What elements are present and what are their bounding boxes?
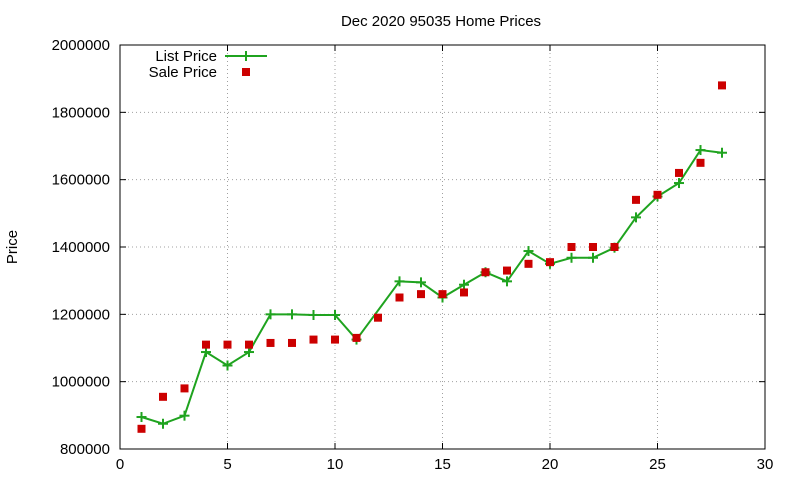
sale-price-point <box>567 243 576 251</box>
series <box>136 81 727 433</box>
legend-marker-list-price <box>241 51 251 61</box>
axes <box>119 44 766 450</box>
list-price-point <box>502 276 512 287</box>
sale-price-point <box>632 195 640 204</box>
sale-price-point <box>610 243 619 251</box>
sale-price-point <box>438 290 447 299</box>
list-price-point <box>695 145 706 156</box>
sale-price-point <box>653 190 662 199</box>
y-tick-label: 1400000 <box>52 239 110 256</box>
legend-label-list-price: List Price <box>155 48 217 65</box>
sale-price-point <box>395 293 404 302</box>
sale-price-point <box>288 338 296 347</box>
sale-price-point <box>524 259 533 268</box>
sale-price-point <box>352 333 361 342</box>
list-price-point <box>201 347 211 358</box>
y-tick-label: 1600000 <box>52 172 110 189</box>
y-tick-label: 1800000 <box>52 104 110 121</box>
sale-price-point <box>245 340 253 349</box>
list-price-point <box>674 178 684 189</box>
list-price-point <box>588 252 598 263</box>
sale-price-point <box>266 338 275 347</box>
sale-price-point <box>460 288 468 297</box>
list-price-point <box>244 347 254 358</box>
list-price-point <box>222 360 233 371</box>
sale-price-point <box>696 158 705 167</box>
tick-labels: 0 5 10 15 20 25 30 800000 1000000 1200000 1400000 1… <box>52 37 774 473</box>
chart-title: Dec 2020 95035 Home Prices <box>341 13 541 30</box>
sale-price-point <box>309 335 318 344</box>
list-price-point <box>566 252 577 263</box>
list-price-point <box>330 310 340 321</box>
y-axis-label: Price <box>4 230 21 264</box>
list-price-point <box>158 418 168 429</box>
legend-label-sale-price: Sale Price <box>149 64 217 81</box>
sale-price-point <box>481 268 490 277</box>
sale-price-point <box>159 392 167 401</box>
list-price-point <box>416 277 426 288</box>
sale-price-point <box>503 266 511 275</box>
list-price-point <box>136 412 147 423</box>
sale-price-point <box>675 168 683 177</box>
list-price-line <box>141 148 723 425</box>
list-price-point <box>523 246 534 257</box>
list-price-point <box>265 309 276 320</box>
y-tick-label: 800000 <box>60 441 110 458</box>
sale-price-point <box>202 340 210 349</box>
list-price-point <box>459 279 469 290</box>
plot-frame <box>119 44 766 450</box>
x-tick-label: 25 <box>649 456 666 473</box>
grid <box>120 45 765 449</box>
legend: List Price Sale Price <box>149 48 267 81</box>
y-tick-label: 2000000 <box>52 37 110 54</box>
list-price-point <box>308 310 319 321</box>
legend-marker-sale-price <box>242 68 250 76</box>
x-tick-label: 10 <box>327 456 344 473</box>
sale-price-point <box>331 335 339 344</box>
x-tick-label: 0 <box>116 456 124 473</box>
y-tick-label: 1200000 <box>52 306 110 323</box>
sale-price-point <box>417 290 425 299</box>
list-price-point <box>179 410 190 421</box>
sale-price-point <box>718 81 726 90</box>
y-tick-label: 1000000 <box>52 374 110 391</box>
sale-price-point <box>374 313 382 322</box>
sale-price-point <box>546 258 554 267</box>
list-price-point <box>631 212 641 223</box>
sale-price-point <box>137 424 146 433</box>
list-price-point <box>717 147 727 158</box>
list-price-point <box>287 309 297 320</box>
sale-price-point <box>223 340 232 349</box>
x-tick-label: 5 <box>223 456 231 473</box>
sale-price-point <box>589 243 597 251</box>
x-tick-label: 15 <box>434 456 451 473</box>
list-price-point <box>394 276 405 287</box>
x-tick-label: 30 <box>757 456 774 473</box>
x-tick-label: 20 <box>542 456 559 473</box>
sale-price-point <box>180 384 189 393</box>
